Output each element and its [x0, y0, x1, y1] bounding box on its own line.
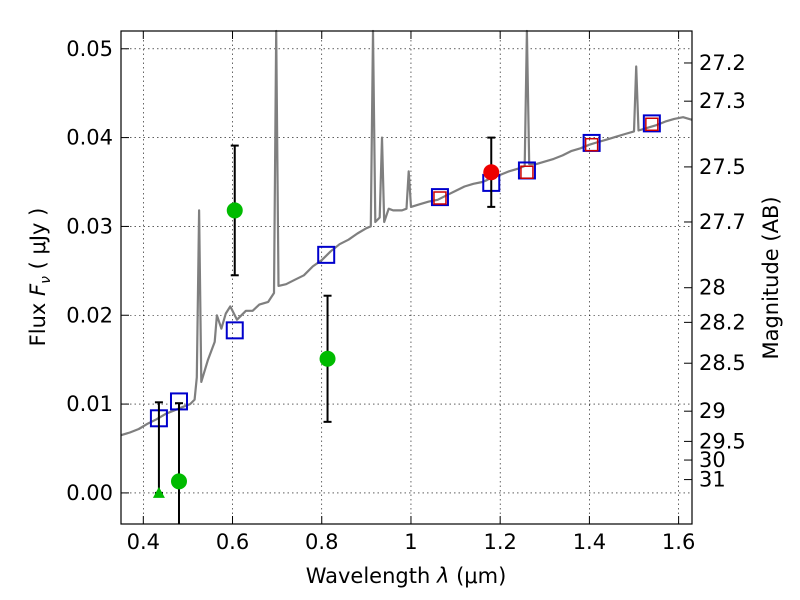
observed-nir-point [483, 164, 500, 181]
x-tick-label: 1.6 [662, 530, 695, 554]
synthetic-photometry-square [642, 114, 661, 133]
mag-tick-label: 27.7 [699, 210, 746, 234]
mag-tick-label: 27.2 [699, 51, 746, 75]
y-axis-label: Flux Fν ( μJy ) [26, 208, 54, 347]
spectrum-line [120, 29, 693, 437]
marker-layer [149, 114, 661, 524]
x-tick-label: 0.6 [216, 530, 249, 554]
mag-tick-label: 27.3 [699, 89, 746, 113]
y2-axis-label: Magnitude (AB) [759, 196, 783, 359]
x-tick-label: 1 [404, 530, 417, 554]
x-tick-label: 1.2 [483, 530, 516, 554]
x-tick-label: 0.4 [127, 530, 160, 554]
mag-tick-label: 27.5 [699, 155, 746, 179]
mag-tick-label: 29 [699, 399, 726, 423]
model-band-square [520, 165, 534, 179]
x-tick-label: 1.4 [573, 530, 606, 554]
mag-tick-label: 29.5 [699, 429, 746, 453]
plot-frame [120, 30, 693, 525]
mag-tick-label: 30 [699, 448, 726, 472]
y-tick-label: 0.01 [66, 392, 113, 416]
synthetic-photometry-square [225, 321, 244, 340]
y-tick-label: 0.05 [66, 37, 113, 61]
mag-tick-label: 28.2 [699, 310, 746, 334]
synthetic-photometry-square [317, 245, 336, 264]
upper-limit-triangle [152, 486, 165, 498]
model-band-square [584, 137, 599, 152]
mag-tick-label: 28.5 [699, 351, 746, 375]
model-band-square [433, 191, 447, 205]
y-tick-label: 0.00 [66, 481, 113, 505]
observed-optical-point [226, 202, 243, 219]
spectrum-layer [120, 29, 693, 437]
x-axis-label: Wavelength λ (μm) [306, 564, 507, 588]
model-band-square [645, 117, 659, 132]
observed-optical-point [170, 473, 187, 490]
x-tick-label: 0.8 [305, 530, 338, 554]
mag-tick-label: 31 [699, 468, 726, 492]
y-tick-label: 0.04 [66, 126, 113, 150]
synthetic-photometry-square [430, 188, 449, 207]
y-tick-label: 0.02 [66, 303, 113, 327]
y-tick-label: 0.03 [66, 214, 113, 238]
observed-optical-point [319, 350, 336, 367]
mag-tick-label: 28 [699, 276, 726, 300]
tick-layer: 0.4 0.6 0.8 1 1.2 1.4 1.6 0.00 0.01 0.02 0.03 0.04 0… [66, 31, 746, 554]
grid [121, 31, 692, 524]
